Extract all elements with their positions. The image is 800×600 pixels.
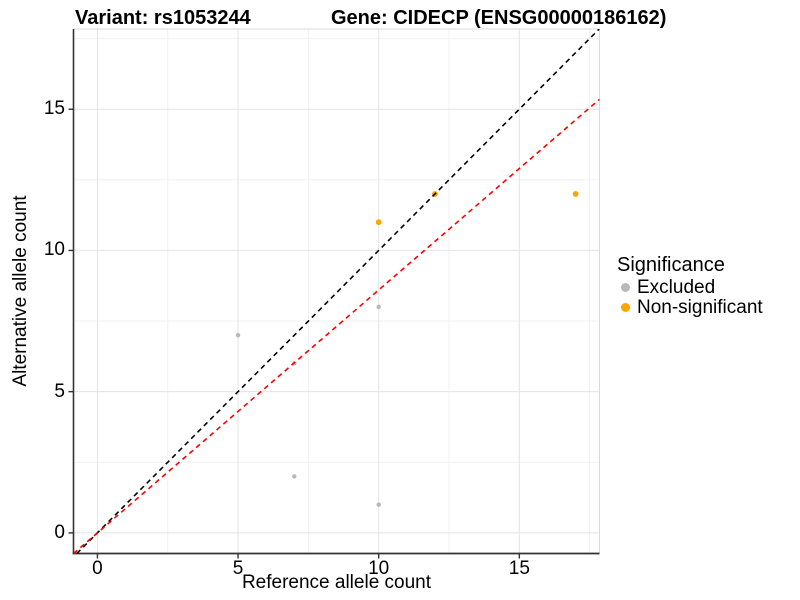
y-axis-tick-label: 5 [54, 380, 65, 402]
x-axis-tick-label: 10 [368, 558, 390, 579]
data-point-excluded [235, 332, 241, 338]
legend-item-label: Non-significant [637, 296, 763, 318]
plot-title-variant: Variant: rs1053244 [75, 7, 251, 29]
x-axis-tick-label: 0 [92, 558, 103, 579]
data-point-excluded [376, 304, 381, 310]
x-axis-tick-label: 5 [232, 558, 244, 579]
data-point-non-significant [572, 191, 579, 197]
y-axis-title: Alternative allele count [10, 195, 31, 387]
legend-items: Excluded Non-significant [617, 276, 763, 318]
x-axis-tick-label: 15 [508, 558, 530, 579]
y-axis-tick-label: 0 [54, 521, 65, 543]
regression-line [73, 98, 600, 554]
legend-item-label: Excluded [637, 276, 716, 298]
data-point-excluded [376, 502, 381, 507]
legend-title: Significance [617, 254, 725, 276]
legend-item-non-significant: Non-significant [617, 296, 763, 318]
legend-item-excluded: Excluded [617, 276, 763, 298]
plot-title-gene: Gene: CIDECP (ENSG00000186162) [331, 7, 667, 29]
legend-key-dot [621, 283, 630, 292]
y-axis-tick-label: 15 [43, 98, 65, 120]
identity-line [76, 29, 600, 554]
legend-key-dot [621, 303, 630, 312]
x-axis-title: Reference allele count [241, 572, 432, 593]
data-point-excluded [292, 474, 297, 479]
data-point-non-significant [375, 219, 382, 226]
y-axis-tick-label: 10 [43, 239, 65, 261]
legend: Significance Excluded Non-significant [617, 253, 763, 318]
